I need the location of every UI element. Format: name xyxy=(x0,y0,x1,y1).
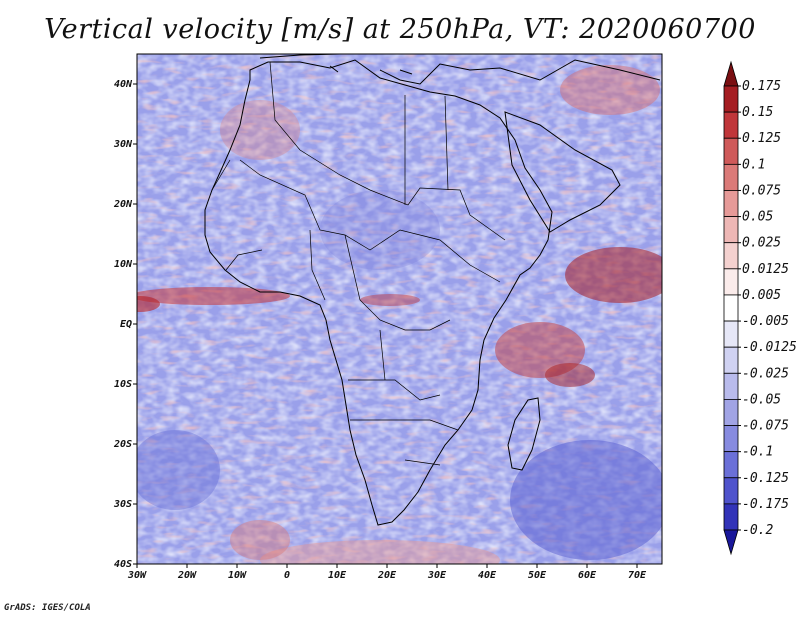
lat-tick-label: 30S xyxy=(113,499,132,510)
colorbar-label: -0.1 xyxy=(742,445,773,460)
velocity-field xyxy=(137,54,662,564)
lon-tick-label: 60E xyxy=(578,570,597,581)
lon-tick-label: 50E xyxy=(528,570,547,581)
lat-tick-label: 30N xyxy=(113,139,133,150)
lat-tick-label: EQ xyxy=(120,319,132,330)
lon-tick-label: 30E xyxy=(427,570,447,581)
lon-tick-label: 10E xyxy=(328,570,347,581)
colorbar-swatch xyxy=(723,451,739,479)
colorbar-label: -0.0125 xyxy=(742,340,797,355)
colorbar-label: 0.0125 xyxy=(742,262,789,277)
colorbar-swatch xyxy=(723,137,739,165)
colorbar-label: 0.125 xyxy=(742,131,781,146)
colorbar-swatch xyxy=(723,242,739,270)
colorbar-label: -0.2 xyxy=(742,523,773,538)
colorbar-swatch xyxy=(723,503,739,531)
colorbar-swatch xyxy=(723,399,739,426)
colorbar-swatch xyxy=(723,111,739,139)
colorbar: 0.175 0.15 0.125 0.1 0.075 0.05 0.025 0.0125 0.0… xyxy=(723,60,797,556)
lat-tick-label: 40S xyxy=(114,559,132,570)
lon-tick-label: 70E xyxy=(628,570,647,581)
colorbar-swatch xyxy=(723,372,739,400)
country-borders xyxy=(211,61,506,466)
lat-tick-label: 10N xyxy=(114,259,133,270)
lon-tick-label: 20W xyxy=(177,570,197,581)
colorbar-swatch xyxy=(723,529,739,556)
colorbar-label: 0.025 xyxy=(742,236,781,251)
lat-tick-label: 40N xyxy=(114,79,133,90)
colorbar-swatch xyxy=(723,425,739,453)
colorbar-label: -0.075 xyxy=(742,419,789,434)
colorbar-label: -0.175 xyxy=(742,497,789,512)
colorbar-label: 0.05 xyxy=(742,210,773,225)
colorbar-label: 0.075 xyxy=(742,183,781,198)
lat-tick-label: 10S xyxy=(114,379,132,390)
axis-ticks: 30W 20W 10W 0 10E 20E 30E 40E 50E 60E 70E 40N 30N 20N… xyxy=(113,79,647,581)
colorbar-swatch xyxy=(723,190,739,217)
colorbar-swatch xyxy=(723,60,739,87)
credit-text: GrADS: IGES/COLA xyxy=(4,603,91,613)
colorbar-label: 0.15 xyxy=(742,105,773,120)
colorbar-swatch xyxy=(723,268,739,296)
colorbar-label: -0.005 xyxy=(742,314,789,329)
coastlines xyxy=(204,54,661,526)
lon-tick-label: 30W xyxy=(127,570,147,581)
colorbar-swatch xyxy=(723,216,739,244)
colorbar-label: -0.025 xyxy=(742,366,789,381)
colorbar-swatch xyxy=(723,85,739,113)
plot-frame xyxy=(136,53,663,565)
colorbar-swatch xyxy=(723,163,739,191)
colorbar-swatch xyxy=(723,346,739,374)
colorbar-swatch xyxy=(723,320,739,348)
lon-tick-label: 0 xyxy=(284,570,290,581)
colorbar-swatch xyxy=(723,477,739,505)
lat-tick-label: 20N xyxy=(113,199,133,210)
map-title: Vertical velocity [m/s] at 250hPa, VT: 2… xyxy=(44,14,756,45)
lon-tick-label: 20E xyxy=(377,570,397,581)
colorbar-swatch xyxy=(723,294,739,322)
lon-tick-label: 10W xyxy=(228,570,247,581)
lat-tick-label: 20S xyxy=(113,439,132,450)
colorbar-label: -0.05 xyxy=(742,392,781,407)
colorbar-label: -0.125 xyxy=(742,471,789,486)
colorbar-label: 0.175 xyxy=(742,79,781,94)
lon-tick-label: 40E xyxy=(478,570,497,581)
colorbar-label: 0.005 xyxy=(742,288,781,303)
colorbar-label: 0.1 xyxy=(742,157,765,172)
